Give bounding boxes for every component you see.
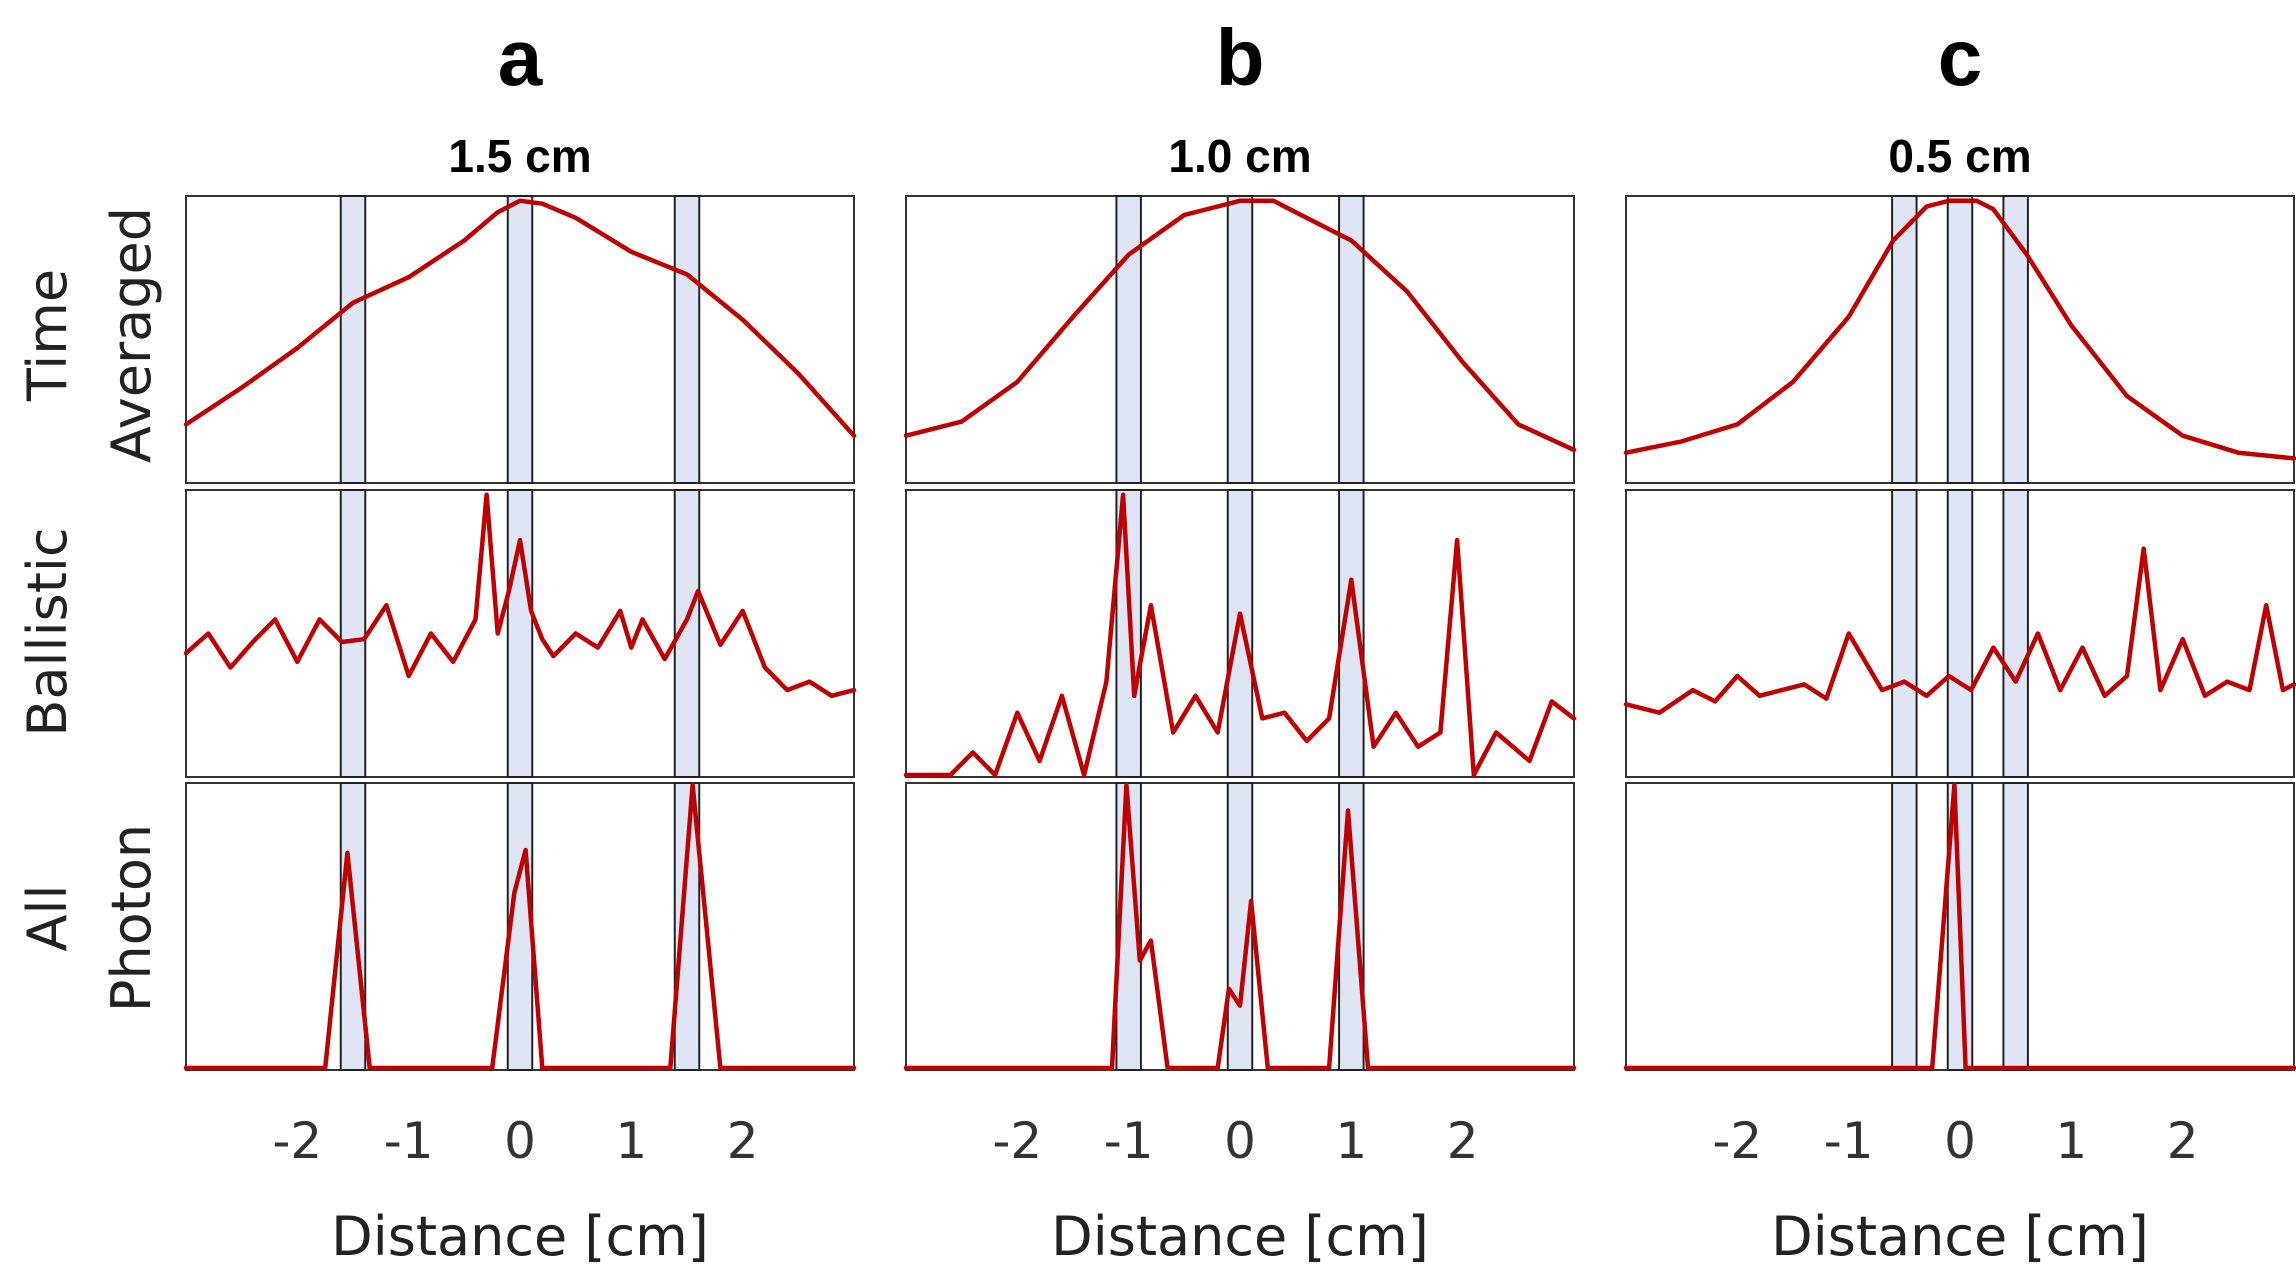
row-label-photon: Photon [100,824,163,1012]
x-tick-label: 2 [2167,1112,2199,1170]
x-tick-label: 1 [2055,1112,2087,1170]
chart-column-a: a 1.5 cm -2 -1 0 1 2 Distance [cm] [183,13,857,1268]
plot-panel-3 [1623,782,2296,1071]
highlight-band [1946,489,1974,778]
series-line [1623,546,2296,715]
x-tick-label: 1 [1335,1112,1367,1170]
x-tick-label: -1 [1824,1112,1874,1170]
chart-title: 1.5 cm [448,130,591,182]
chart-title: 1.0 cm [1168,130,1311,182]
plot-panel-3 [183,782,857,1071]
plot-panel-1 [1623,195,2296,484]
x-tick-label: 1 [615,1112,647,1170]
row-labels: Time Averaged Ballistic All Photon [16,207,163,1012]
x-axis-label: Distance [cm] [331,1205,709,1268]
series-line [903,492,1577,778]
highlight-band [506,489,534,778]
series-line [183,782,857,1071]
plot-panel-2 [183,489,857,778]
x-tick-label: 2 [1447,1112,1479,1170]
panel-letter: a [498,13,543,102]
x-axis-label: Distance [cm] [1771,1205,2149,1268]
highlight-band [1891,489,1918,778]
plot-panel-2 [1623,489,2296,778]
highlight-band [1946,195,1974,484]
series-line [183,492,857,699]
plot-panel-1 [903,195,1577,484]
highlight-band [673,195,701,484]
chart-column-c: c 0.5 cm -2 -1 0 1 2 Distance [cm] [1623,13,2296,1268]
highlight-band [1891,782,1918,1071]
x-tick-label: -1 [384,1112,434,1170]
plot-panel-2 [903,489,1577,778]
panel-letter: b [1216,13,1265,102]
highlight-band [506,195,534,484]
chart-title: 0.5 cm [1888,130,2031,182]
chart-columns: a 1.5 cm -2 -1 0 1 2 Distance [cm] b 1.0 cm -2 -1 0 1… [183,13,2296,1268]
row-label-averaged: Averaged [100,207,163,463]
highlight-band [2002,195,2029,484]
highlight-band [1226,195,1254,484]
x-tick-label: -2 [272,1112,322,1170]
highlight-band [2002,489,2029,778]
x-tick-label: -2 [992,1112,1042,1170]
series-line [183,198,857,438]
x-tick-label: 0 [504,1112,536,1170]
highlight-band [1115,195,1142,484]
row-label-time: Time [16,269,79,402]
x-tick-label: 0 [1224,1112,1256,1170]
x-tick-label: 0 [1944,1112,1976,1170]
x-tick-label: -2 [1712,1112,1762,1170]
row-label-ballistic: Ballistic [16,527,79,736]
series-line [903,782,1577,1071]
x-tick-label: -1 [1104,1112,1154,1170]
panel-letter: c [1938,13,1983,102]
highlight-band [339,489,367,778]
series-line [1623,782,2296,1071]
plot-panel-3 [903,782,1577,1071]
plot-panel-1 [183,195,857,484]
highlight-band [2002,782,2029,1071]
x-axis-label: Distance [cm] [1051,1205,1429,1268]
x-tick-label: 2 [727,1112,759,1170]
highlight-band [339,195,367,484]
series-line [903,198,1577,453]
series-line [1623,198,2296,461]
highlight-band [1891,195,1918,484]
chart-column-b: b 1.0 cm -2 -1 0 1 2 Distance [cm] [903,13,1577,1268]
highlight-band [1338,195,1365,484]
highlight-band [1226,489,1254,778]
row-label-all: All [16,885,79,952]
